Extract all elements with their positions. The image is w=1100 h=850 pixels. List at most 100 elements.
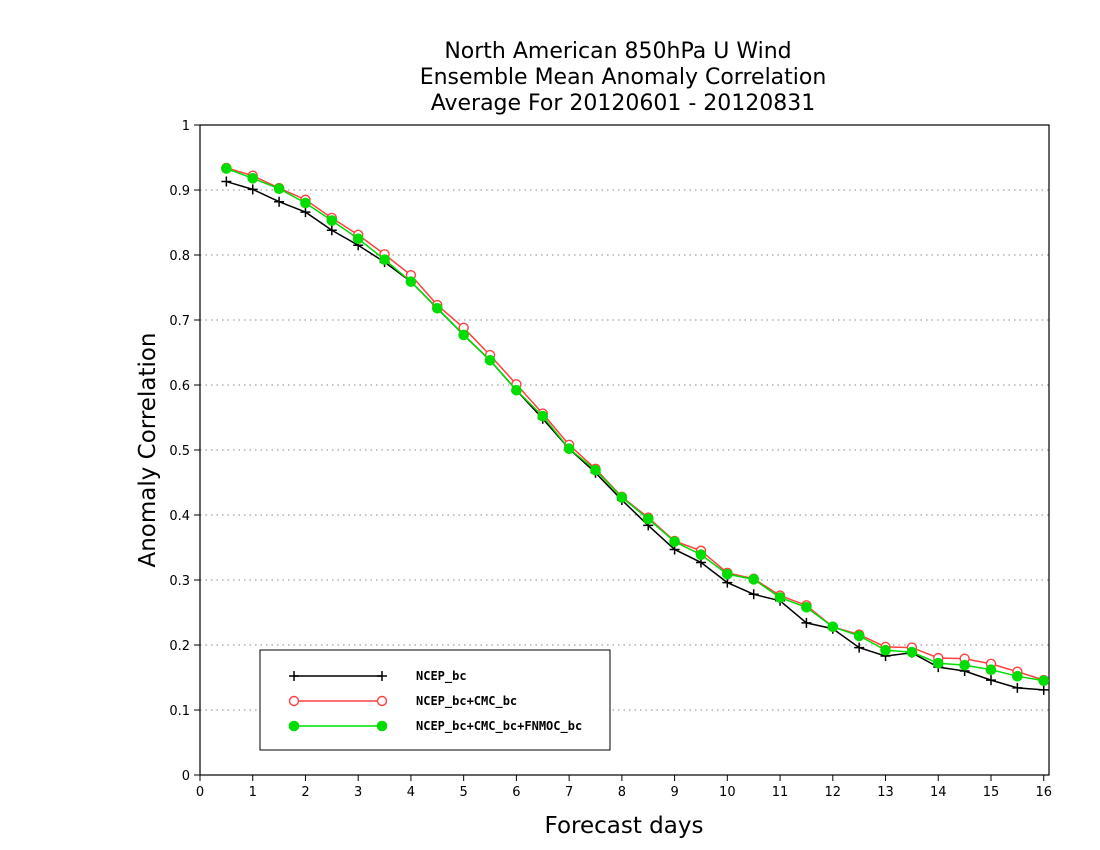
data-point [827,621,839,633]
y-tick-label: 0.7 [169,314,190,329]
legend: NCEP_bc NCEP_bc+CMC_bc NCEP_bc+CMC_bc+FNMO… [259,649,611,751]
legend-marker [289,671,299,681]
y-tick-label: 0.1 [169,704,190,719]
y-tick-label: 0 [182,769,190,784]
legend-label: NCEP_bc+CMC_bc+FNMOC_bc [416,719,582,734]
x-tick-label: 12 [825,785,842,800]
data-point [1038,684,1049,695]
data-point [273,183,285,194]
series-2 [221,162,1049,686]
y-tick-label: 0.3 [169,574,190,589]
x-tick-label: 4 [407,785,415,800]
y-tick-label: 0.9 [169,184,190,199]
x-tick-label: 3 [354,785,362,800]
x-tick-label: 10 [719,785,736,800]
x-tick-label: 8 [618,785,626,800]
data-point [1038,675,1050,687]
y-tick-label: 0.4 [169,509,190,524]
x-tick-label: 0 [196,785,204,800]
y-tick-label: 0.2 [169,639,190,654]
data-point [985,675,996,686]
y-tick-label: 0.6 [169,379,190,394]
chart-title: North American 850hPa U Wind Ensemble Me… [420,39,827,116]
data-point [801,617,812,628]
x-tick-label: 13 [877,785,894,800]
data-point [774,592,786,603]
data-point [932,657,944,669]
legend-marker [376,720,388,732]
data-point [722,568,733,580]
data-point [511,384,522,396]
data-point [300,197,311,209]
data-point [669,536,680,547]
data-point [221,163,232,174]
series-layer [221,162,1050,695]
x-tick-label: 5 [460,785,468,800]
x-tick-label: 9 [670,785,678,800]
data-point [221,176,232,187]
data-point [616,492,628,503]
legend-entry: NCEP_bc+CMC_bc [288,694,517,709]
data-point [959,659,970,671]
x-tick-label: 15 [983,785,1000,800]
data-point [695,549,707,560]
data-point [748,574,759,585]
data-point [405,276,417,287]
data-point [853,630,865,642]
x-tick-label: 7 [565,785,573,800]
data-point [484,355,496,366]
data-point [458,329,469,341]
data-point [247,173,259,184]
data-point [563,443,575,455]
y-tick-label: 0.8 [169,249,190,264]
x-tick-label: 1 [249,785,257,800]
title-line-1: North American 850hPa U Wind [444,39,791,64]
series-3 [221,163,1050,687]
legend-marker [377,671,387,681]
data-point [748,589,759,600]
axis-ticks: 00.10.20.30.40.50.60.70.80.910 1 2 3 4 5 6 7 8 9 1… [169,119,1052,800]
series-line [226,167,1044,682]
data-point [906,646,918,658]
x-tick-label: 11 [772,785,789,800]
title-line-3: Average For 20120601 - 20120831 [431,91,816,116]
y-tick-label: 1 [182,119,190,134]
legend-label: NCEP_bc [416,669,467,684]
legend-entry: NCEP_bc+CMC_bc+FNMOC_bc [288,719,582,734]
x-tick-label: 6 [512,785,520,800]
y-axis-title: Anomaly Correlation [135,332,161,567]
data-point [1012,682,1023,693]
data-point [985,664,997,676]
title-line-2: Ensemble Mean Anomaly Correlation [420,65,827,90]
data-point [590,464,601,476]
legend-marker [288,720,300,732]
data-point [300,207,311,218]
y-tick-label: 0.5 [169,444,190,459]
x-axis-title: Forecast days [545,813,704,839]
data-point [431,303,443,314]
series-line [226,180,1044,691]
x-tick-label: 14 [930,785,947,800]
data-point [326,215,338,226]
data-point [1012,670,1023,682]
gridlines [200,189,1049,711]
data-point [352,233,364,245]
legend-entry: NCEP_bc [289,669,467,684]
series-line [226,167,1044,681]
data-point [247,184,258,195]
data-point [642,513,654,525]
legend-marker [288,695,300,707]
x-tick-label: 16 [1035,785,1052,800]
data-point [880,644,891,656]
data-point [326,225,337,236]
data-point [274,196,285,207]
x-tick-label: 2 [301,785,309,800]
legend-box [259,649,611,751]
data-point [379,254,390,265]
data-point [854,642,865,653]
legend-label: NCEP_bc+CMC_bc [416,694,517,709]
data-point [537,410,549,422]
data-point [801,602,812,613]
legend-marker [376,695,388,707]
